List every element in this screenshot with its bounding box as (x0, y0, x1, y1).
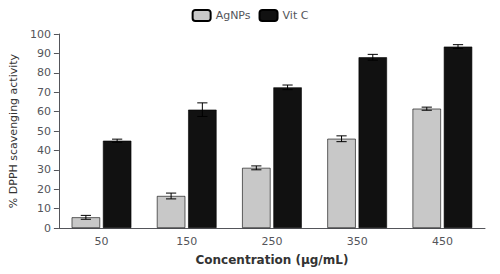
svg-text:100: 100 (30, 28, 51, 41)
svg-text:Vit C: Vit C (283, 9, 309, 22)
svg-text:20: 20 (37, 183, 51, 196)
svg-text:70: 70 (37, 86, 51, 99)
svg-text:10: 10 (37, 202, 51, 215)
svg-text:40: 40 (37, 144, 51, 157)
svg-text:60: 60 (37, 105, 51, 118)
svg-text:450: 450 (432, 235, 453, 248)
svg-text:250: 250 (261, 235, 282, 248)
svg-text:AgNPs: AgNPs (216, 9, 251, 22)
svg-text:Concentration (μg/mL): Concentration (μg/mL) (196, 253, 349, 267)
svg-text:90: 90 (37, 47, 51, 60)
svg-text:150: 150 (176, 235, 197, 248)
svg-text:% DPPH scavenging activity: % DPPH scavenging activity (7, 53, 20, 208)
svg-text:50: 50 (95, 235, 109, 248)
svg-text:350: 350 (347, 235, 368, 248)
svg-text:80: 80 (37, 66, 51, 79)
svg-text:0: 0 (44, 222, 51, 235)
svg-text:50: 50 (37, 125, 51, 138)
svg-text:30: 30 (37, 163, 51, 176)
